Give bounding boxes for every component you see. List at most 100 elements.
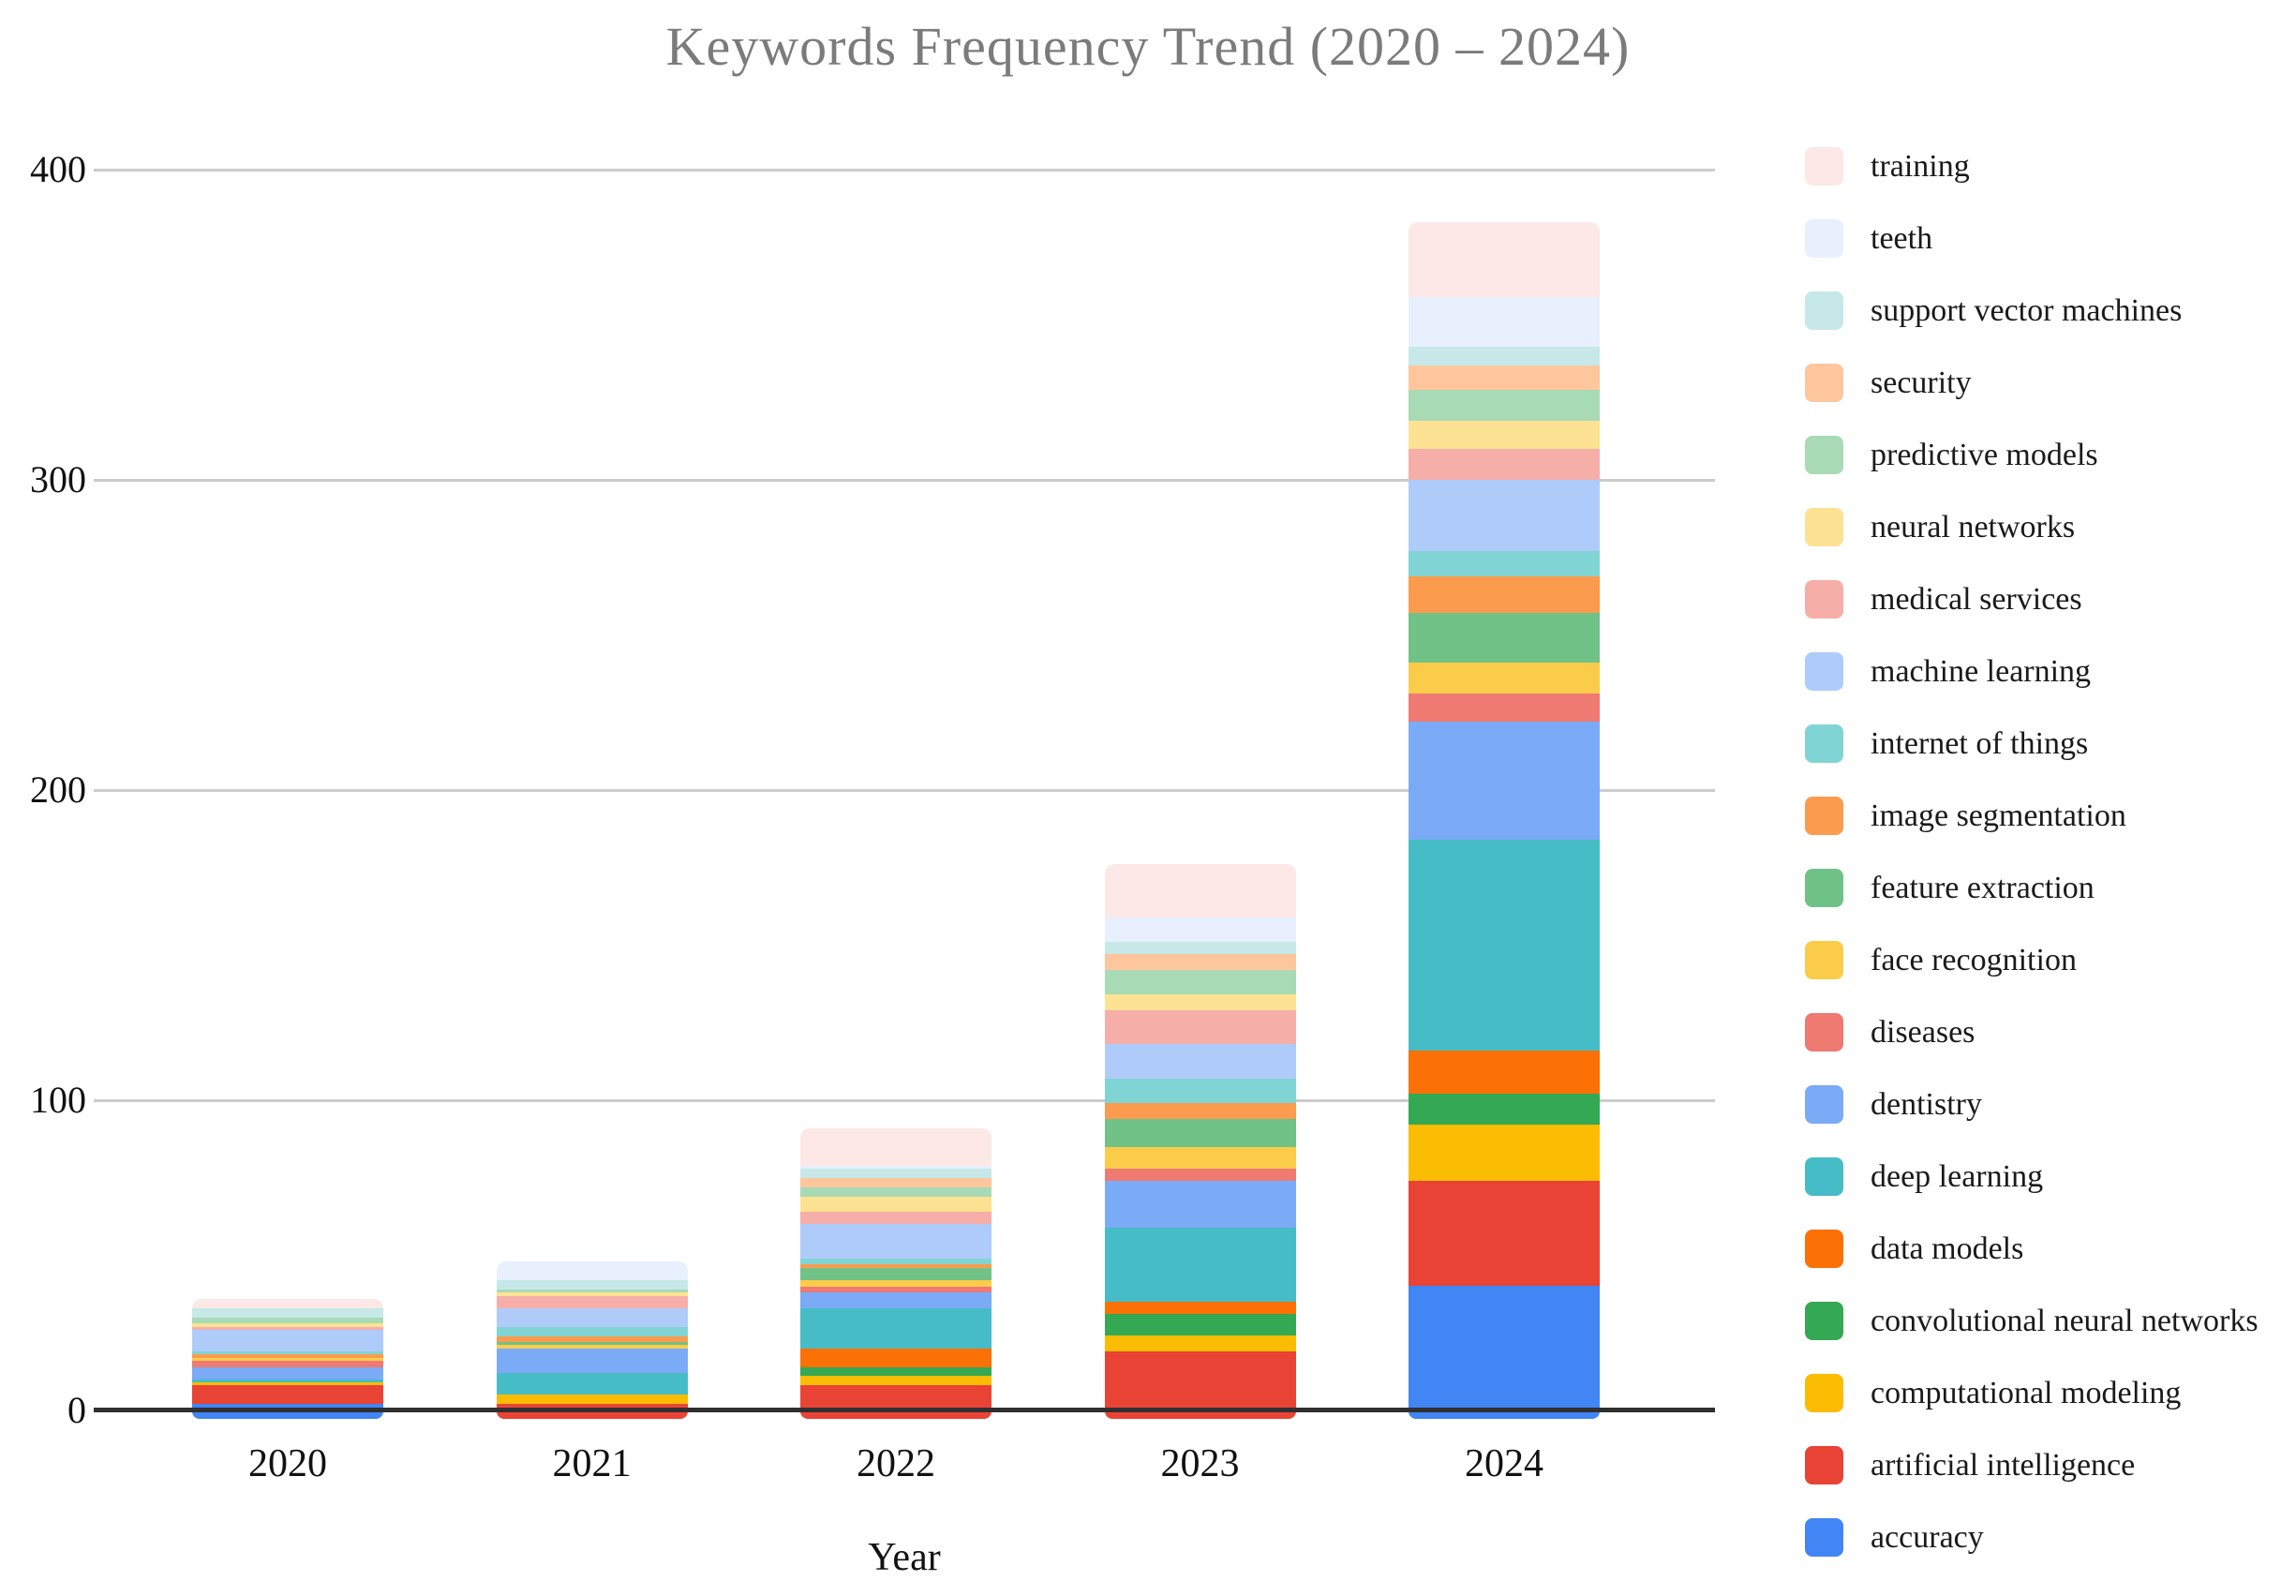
bar-segment-2021-medical-services[interactable]: [496, 1295, 688, 1308]
bar-segment-2020-support-vector-machines[interactable]: [192, 1307, 383, 1318]
bar-segment-2020-training[interactable]: [192, 1298, 383, 1308]
bar-segment-2022-deep-learning[interactable]: [800, 1307, 991, 1349]
bar-segment-2024-artificial-intelligence[interactable]: [1409, 1180, 1600, 1287]
bar-segment-2023-neural-networks[interactable]: [1104, 994, 1296, 1010]
bar-segment-2020-computational-modeling[interactable]: [192, 1382, 383, 1386]
legend-item-internet-of-things[interactable]: internet of things: [1805, 724, 2259, 763]
legend-item-convolutional-neural-networks[interactable]: convolutional neural networks: [1805, 1302, 2259, 1340]
legend-item-computational-modeling[interactable]: computational modeling: [1805, 1374, 2259, 1412]
bar-segment-2023-convolutional-neural-networks[interactable]: [1104, 1314, 1296, 1336]
bar-segment-2020-deep-learning[interactable]: [192, 1379, 383, 1383]
bar-segment-2023-internet-of-things[interactable]: [1104, 1078, 1296, 1104]
bar-segment-2021-feature-extraction[interactable]: [496, 1342, 688, 1346]
legend-item-machine-learning[interactable]: machine learning: [1805, 652, 2259, 691]
bar-segment-2022-face-recognition[interactable]: [800, 1279, 991, 1287]
bar-segment-2024-image-segmentation[interactable]: [1409, 575, 1600, 614]
bar-segment-2020-neural-networks[interactable]: [192, 1323, 383, 1327]
bar-segment-2023-support-vector-machines[interactable]: [1104, 942, 1296, 955]
bar-segment-2021-deep-learning[interactable]: [496, 1373, 688, 1395]
legend-item-support-vector-machines[interactable]: support vector machines: [1805, 291, 2259, 330]
bar-segment-2022-support-vector-machines[interactable]: [800, 1168, 991, 1178]
bar-segment-2023-artificial-intelligence[interactable]: [1104, 1351, 1296, 1419]
legend-item-neural-networks[interactable]: neural networks: [1805, 508, 2259, 546]
bar-segment-2020-face-recognition[interactable]: [192, 1357, 383, 1361]
legend-item-deep-learning[interactable]: deep learning: [1805, 1157, 2259, 1196]
bar-segment-2023-data-models[interactable]: [1104, 1302, 1296, 1315]
legend-item-image-segmentation[interactable]: image segmentation: [1805, 797, 2259, 835]
bar-segment-2022-diseases[interactable]: [800, 1286, 991, 1293]
bar-segment-2022-security[interactable]: [800, 1177, 991, 1187]
bar-segment-2024-convolutional-neural-networks[interactable]: [1409, 1094, 1600, 1126]
bar-segment-2021-machine-learning[interactable]: [496, 1307, 688, 1327]
bar-segment-2023-dentistry[interactable]: [1104, 1180, 1296, 1228]
bar-segment-2023-predictive-models[interactable]: [1104, 969, 1296, 995]
bar-segment-2024-computational-modeling[interactable]: [1409, 1125, 1600, 1181]
bar-segment-2023-diseases[interactable]: [1104, 1168, 1296, 1181]
bar-segment-2022-feature-extraction[interactable]: [800, 1267, 991, 1280]
bar-segment-2022-training[interactable]: [800, 1127, 991, 1166]
bar-segment-2024-security[interactable]: [1409, 365, 1600, 390]
bar-segment-2024-face-recognition[interactable]: [1409, 663, 1600, 694]
bar-segment-2024-data-models[interactable]: [1409, 1050, 1600, 1095]
bar-segment-2020-medical-services[interactable]: [192, 1326, 383, 1330]
legend-item-dentistry[interactable]: dentistry: [1805, 1085, 2259, 1124]
bar-segment-2022-teeth[interactable]: [800, 1165, 991, 1169]
bar-segment-2020-dentistry[interactable]: [192, 1366, 383, 1380]
bar-segment-2024-teeth[interactable]: [1409, 296, 1600, 347]
legend-item-diseases[interactable]: diseases: [1805, 1013, 2259, 1052]
bar-segment-2021-dentistry[interactable]: [496, 1348, 688, 1374]
legend-item-accuracy[interactable]: accuracy: [1805, 1518, 2259, 1557]
legend-item-medical-services[interactable]: medical services: [1805, 580, 2259, 619]
bar-segment-2022-artificial-intelligence[interactable]: [800, 1385, 991, 1419]
bar-segment-2023-feature-extraction[interactable]: [1104, 1118, 1296, 1147]
bar-segment-2020-artificial-intelligence[interactable]: [192, 1385, 383, 1405]
bar-segment-2024-support-vector-machines[interactable]: [1409, 346, 1600, 365]
bar-segment-2021-teeth[interactable]: [496, 1261, 688, 1280]
bar-segment-2024-medical-services[interactable]: [1409, 448, 1600, 480]
bar-segment-2024-neural-networks[interactable]: [1409, 421, 1600, 449]
bar-segment-2022-image-segmentation[interactable]: [800, 1264, 991, 1268]
bar-segment-2020-image-segmentation[interactable]: [192, 1354, 383, 1358]
bar-segment-2022-machine-learning[interactable]: [800, 1224, 991, 1259]
bar-segment-2022-convolutional-neural-networks[interactable]: [800, 1366, 991, 1377]
bar-segment-2024-training[interactable]: [1409, 222, 1600, 297]
legend-item-predictive-models[interactable]: predictive models: [1805, 436, 2259, 474]
bar-segment-2021-neural-networks[interactable]: [496, 1292, 688, 1296]
bar-segment-2021-predictive-models[interactable]: [496, 1289, 688, 1293]
bar-segment-2022-predictive-models[interactable]: [800, 1186, 991, 1197]
bar-segment-2022-medical-services[interactable]: [800, 1212, 991, 1225]
bar-segment-2020-diseases[interactable]: [192, 1360, 383, 1367]
bar-segment-2023-teeth[interactable]: [1104, 917, 1296, 943]
bar-segment-2024-predictive-models[interactable]: [1409, 390, 1600, 422]
legend-item-training[interactable]: training: [1805, 147, 2259, 186]
bar-segment-2020-internet-of-things[interactable]: [192, 1351, 383, 1355]
legend-item-teeth[interactable]: teeth: [1805, 219, 2259, 258]
bar-segment-2020-predictive-models[interactable]: [192, 1317, 383, 1324]
bar-segment-2020-machine-learning[interactable]: [192, 1329, 383, 1352]
bar-segment-2023-image-segmentation[interactable]: [1104, 1103, 1296, 1119]
bar-segment-2021-support-vector-machines[interactable]: [496, 1279, 688, 1290]
bar-segment-2022-computational-modeling[interactable]: [800, 1376, 991, 1386]
bar-segment-2021-face-recognition[interactable]: [496, 1345, 688, 1349]
bar-segment-2023-deep-learning[interactable]: [1104, 1227, 1296, 1303]
bar-segment-2023-security[interactable]: [1104, 954, 1296, 970]
legend-item-data-models[interactable]: data models: [1805, 1230, 2259, 1268]
legend-item-artificial-intelligence[interactable]: artificial intelligence: [1805, 1446, 2259, 1484]
bar-segment-2021-internet-of-things[interactable]: [496, 1326, 688, 1336]
bar-segment-2022-dentistry[interactable]: [800, 1292, 991, 1308]
bar-segment-2021-computational-modeling[interactable]: [496, 1395, 688, 1405]
bar-segment-2024-feature-extraction[interactable]: [1409, 613, 1600, 664]
bar-segment-2022-neural-networks[interactable]: [800, 1196, 991, 1213]
bar-segment-2023-medical-services[interactable]: [1104, 1009, 1296, 1045]
legend-item-feature-extraction[interactable]: feature extraction: [1805, 869, 2259, 907]
bar-segment-2023-machine-learning[interactable]: [1104, 1044, 1296, 1079]
bar-segment-2024-dentistry[interactable]: [1409, 722, 1600, 840]
bar-segment-2024-machine-learning[interactable]: [1409, 479, 1600, 552]
bar-segment-2021-image-segmentation[interactable]: [496, 1335, 688, 1343]
bar-segment-2022-internet-of-things[interactable]: [800, 1258, 991, 1265]
bar-segment-2022-data-models[interactable]: [800, 1348, 991, 1367]
bar-segment-2024-internet-of-things[interactable]: [1409, 551, 1600, 576]
bar-segment-2023-training[interactable]: [1104, 864, 1296, 917]
bar-segment-2023-face-recognition[interactable]: [1104, 1146, 1296, 1169]
bar-segment-2024-diseases[interactable]: [1409, 694, 1600, 723]
